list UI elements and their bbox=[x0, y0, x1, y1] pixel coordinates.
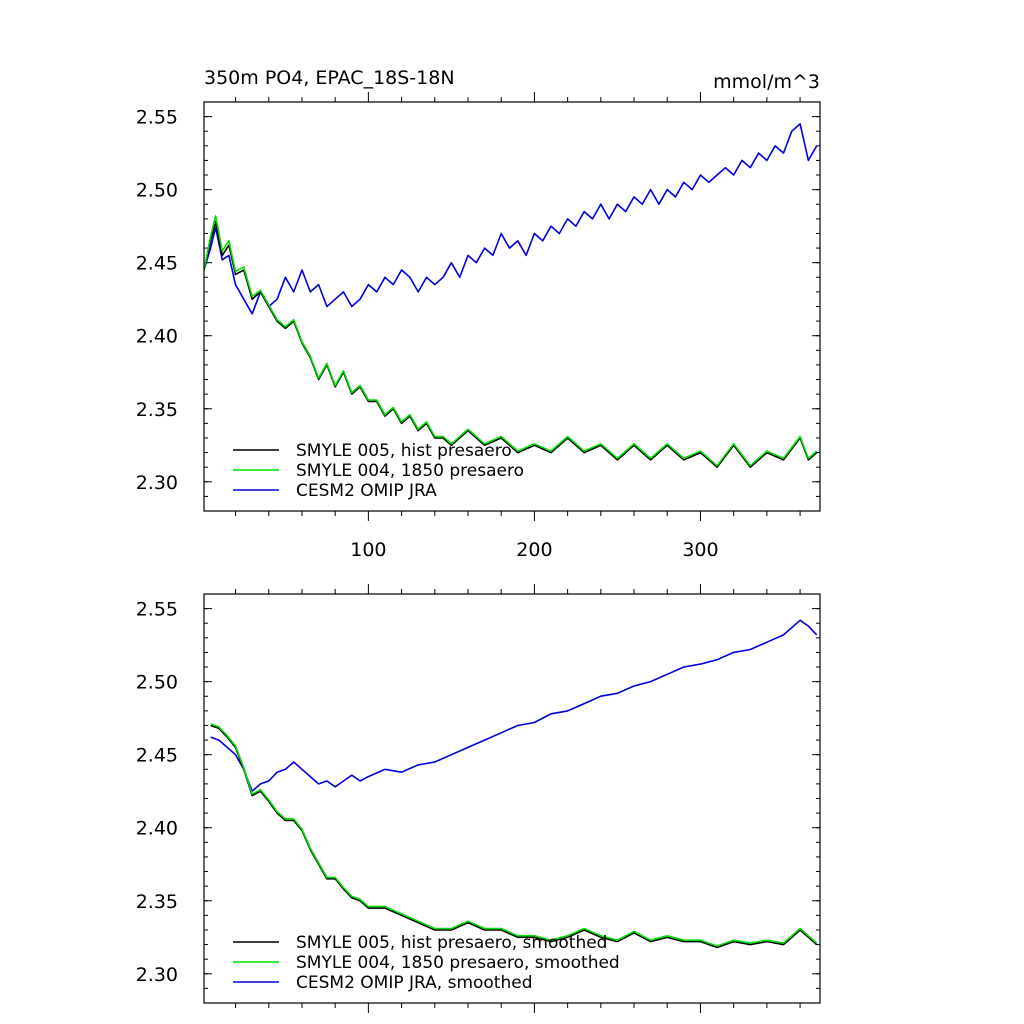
chart-units: mmol/m^3 bbox=[713, 71, 820, 93]
y-tick-label: 2.35 bbox=[136, 399, 178, 421]
series-group bbox=[210, 619, 818, 949]
y-tick-label: 2.50 bbox=[136, 672, 178, 694]
series-line-smyle-005-hist-presaero-smoothed bbox=[210, 724, 818, 949]
series-line-cesm2-omip-jra bbox=[204, 123, 818, 315]
plot-frame bbox=[203, 593, 821, 1004]
y-tick-label: 2.50 bbox=[136, 180, 178, 202]
legend-label: SMYLE 004, 1850 presaero, smoothed bbox=[296, 953, 620, 973]
plot-frame bbox=[203, 101, 821, 512]
y-axis-labels: 2.30 2.35 2.40 2.45 2.50 2.55 bbox=[136, 599, 178, 986]
y-tick-label: 2.40 bbox=[136, 326, 178, 348]
y-tick-label: 2.40 bbox=[136, 818, 178, 840]
y-axis-labels: 2.30 2.35 2.40 2.45 2.50 2.55 bbox=[136, 107, 178, 494]
y-tick-label: 2.30 bbox=[136, 472, 178, 494]
series-line-smyle-004-1850-presaero bbox=[204, 215, 818, 467]
x-axis-labels: 100 200 300 bbox=[350, 539, 718, 561]
legend: SMYLE 005, hist presaero, smoothed SMYLE… bbox=[233, 933, 620, 993]
y-tick-label: 2.45 bbox=[136, 745, 178, 767]
legend-label: CESM2 OMIP JRA bbox=[296, 481, 437, 501]
series-line-cesm2-omip-jra-smoothed bbox=[210, 619, 818, 793]
panel-top: 350m PO4, EPAC_18S-18N mmol/m^3 2.30 2.3… bbox=[136, 67, 821, 561]
legend-label: SMYLE 005, hist presaero bbox=[296, 441, 512, 461]
y-tick-label: 2.35 bbox=[136, 891, 178, 913]
panel-bottom: 2.30 2.35 2.40 2.45 2.50 2.55 SMYLE 005,… bbox=[136, 584, 821, 1013]
legend-label: CESM2 OMIP JRA, smoothed bbox=[296, 973, 533, 993]
chart-title: 350m PO4, EPAC_18S-18N bbox=[204, 67, 455, 89]
legend-label: SMYLE 005, hist presaero, smoothed bbox=[296, 933, 607, 953]
y-tick-label: 2.55 bbox=[136, 107, 178, 129]
legend-label: SMYLE 004, 1850 presaero bbox=[296, 461, 524, 481]
y-tick-label: 2.30 bbox=[136, 964, 178, 986]
series-line-smyle-004-1850-presaero-smoothed bbox=[210, 723, 818, 947]
series-line-smyle-005-hist-presaero bbox=[204, 221, 818, 469]
legend: SMYLE 005, hist presaero SMYLE 004, 1850… bbox=[233, 441, 524, 501]
x-tick-label: 100 bbox=[350, 539, 386, 561]
y-tick-label: 2.55 bbox=[136, 599, 178, 621]
y-tick-label: 2.45 bbox=[136, 253, 178, 275]
x-tick-label: 300 bbox=[682, 539, 718, 561]
x-tick-label: 200 bbox=[516, 539, 552, 561]
series-group bbox=[204, 123, 818, 469]
